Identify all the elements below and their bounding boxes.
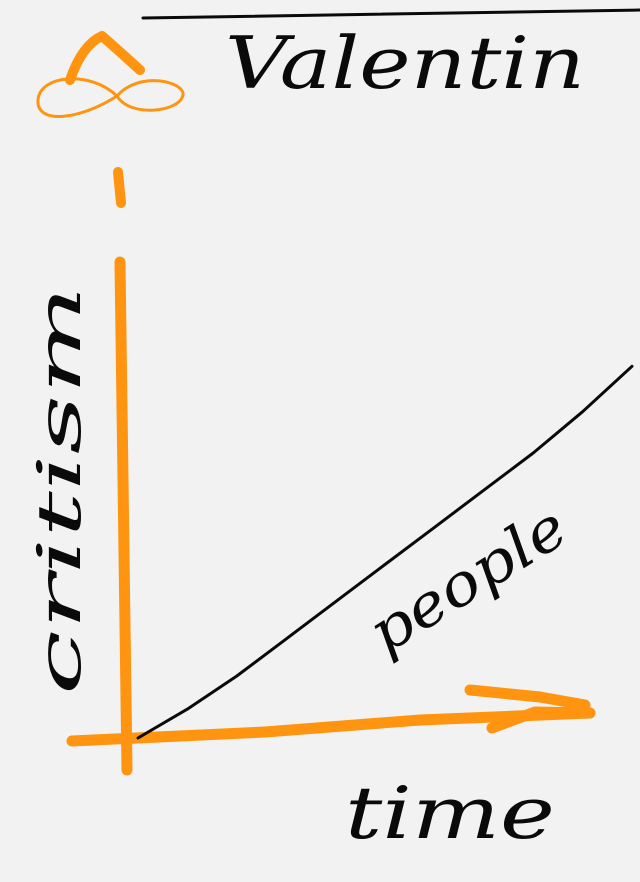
orange-loop-mark [36, 77, 185, 119]
y-axis-line [114, 256, 133, 776]
orange-short-mark [113, 167, 126, 208]
series-line-people [136, 364, 634, 740]
series-label-people: people [356, 493, 579, 667]
x-axis-label: time [345, 771, 555, 855]
y-axis-label: critism [25, 285, 95, 695]
title-underline-stroke [141, 8, 640, 20]
x-axis-arrowhead [464, 684, 596, 734]
chart-title: Valentin [225, 21, 585, 105]
x-axis-line [66, 707, 596, 747]
orange-caret-mark [65, 31, 145, 85]
